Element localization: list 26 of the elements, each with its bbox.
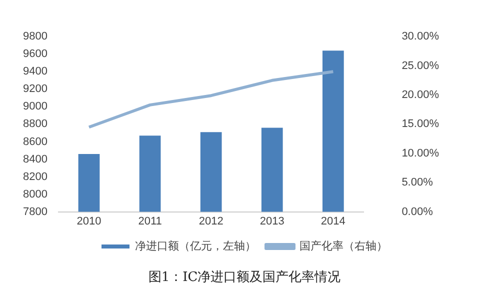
y2-tick-label: 25.00% (402, 60, 440, 72)
y2-tick-label: 20.00% (402, 89, 440, 102)
caption: 图1：IC净进口额及国产化率情况 (147, 269, 342, 286)
x-tick-label: 2011 (138, 215, 162, 228)
y-tick-label: 8800 (22, 118, 48, 130)
y2-tick-label: 10.00% (402, 147, 440, 160)
x-tick-label: 2010 (76, 215, 102, 228)
x-tick-label: 2013 (260, 215, 284, 228)
y-tick-label: 9800 (22, 30, 48, 43)
y-tick-label: 9000 (22, 100, 48, 113)
y-tick-label: 9600 (22, 48, 48, 60)
y-tick-label: 9400 (22, 66, 48, 78)
y2-tick-label: 5.00% (402, 176, 434, 189)
y-tick-label: 7800 (22, 206, 48, 218)
legend-label: 净进口额（亿元，左轴） (135, 240, 256, 253)
y-tick-label: 8600 (22, 136, 48, 148)
y-tick-label: 8400 (22, 153, 48, 166)
y-tick-label: 9200 (22, 83, 48, 96)
y2-tick-label: 15.00% (402, 118, 440, 130)
y-tick-label: 8200 (22, 170, 48, 183)
x-tick-label: 2012 (198, 215, 224, 228)
x-tick-label: 2014 (320, 215, 346, 228)
legend-label: 国产化率（右轴） (300, 240, 388, 253)
y-tick-label: 8000 (22, 188, 48, 200)
y2-tick-label: 0.00% (402, 206, 434, 218)
y2-tick-label: 30.00% (402, 30, 440, 43)
